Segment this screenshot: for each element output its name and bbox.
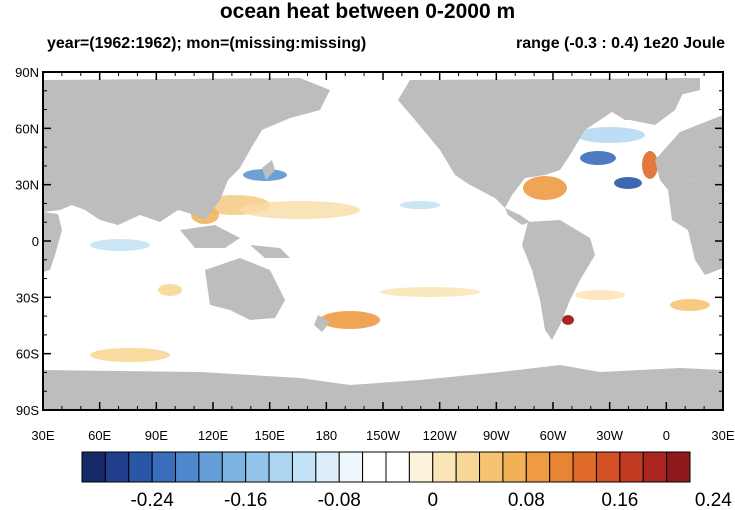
south-pacific-warm-patch [320,311,380,329]
lat-label: 30N [15,178,39,193]
lon-label: 30E [31,428,54,443]
indian-ocean-cold-patch [90,239,150,251]
eurasia [43,78,330,225]
southeast-asia [180,225,240,248]
lon-label: 120E [198,428,229,443]
lat-label: 90N [15,65,39,80]
colorbar-swatch [549,451,574,483]
indian-ocean-warm-patch [158,284,182,296]
lon-label: 60W [540,428,567,443]
lon-label: 60E [88,428,111,443]
colorbar-swatch [198,451,223,483]
falklands-hot-spot [562,315,574,325]
map-title: ocean heat between 0-2000 m [219,0,516,23]
colorbar-swatch [666,451,691,483]
africa-west [668,178,723,275]
colorbar-label: 0 [427,490,438,510]
lat-label: 90S [16,403,39,418]
colorbar-swatch [175,451,200,483]
land-masses [43,78,723,410]
colorbar-swatch [408,451,434,483]
lon-label: 90E [145,428,168,443]
colorbar-swatch [268,451,293,483]
colorbar-swatch [479,451,504,483]
colorbar-swatch [572,451,597,483]
colorbar-swatch [525,451,551,483]
colorbar-swatch [315,451,340,483]
colorbar-label: 0.16 [601,490,638,510]
lon-label: 90W [483,428,510,443]
lon-label: 150W [366,428,401,443]
japan [262,160,275,180]
africa-east [43,212,62,272]
labrador-cold-patch [575,127,645,143]
southern-ocean-warm-patch [90,348,170,362]
new-zealand [314,315,330,332]
time-subtitle: year=(1962:1962); mon=(missing:missing) [47,35,367,52]
axis-ticks: 90N 60N 30N 0 30S 60S 90S 30E 60E 90E 120E 150E 180 1… [15,65,735,443]
south-america [522,220,595,340]
central-america [505,208,530,225]
colorbar-swatch [432,451,457,483]
colorbar-swatch [104,451,130,483]
lat-label: 60N [15,121,39,136]
lat-label: 0 [32,234,39,249]
north-atlantic-warm-patch [642,151,658,179]
lat-label: 60S [16,347,39,362]
colorbar-label: -0.24 [130,490,174,510]
antarctica [43,365,723,410]
lat-label: 30S [16,290,39,305]
south-atlantic-warm-patch [575,290,625,300]
north-atlantic-cold-patch [580,151,616,165]
new-guinea [250,245,290,258]
nw-pacific-warm-patch [240,201,360,219]
colorbar-swatch [385,451,410,483]
colorbar-swatch [291,451,317,483]
south-indian-warm-patch [670,299,710,311]
colorbar-swatch [619,451,644,483]
south-pacific-band [380,287,480,297]
colorbar-swatch [128,451,153,483]
north-atlantic-cold-patch-2 [614,177,642,189]
lon-label: 150E [254,428,285,443]
colorbar-swatch [362,451,387,483]
colorbar-swatch [642,451,668,483]
lon-label: 120W [423,428,458,443]
gulf-warm-patch [523,176,567,200]
colorbar: -0.24 -0.16 -0.08 0 0.08 0.16 0.24 [81,451,732,510]
colorbar-label: 0.24 [695,490,732,510]
colorbar-label: -0.08 [318,490,361,510]
greenland [600,78,690,125]
colorbar-swatch [221,451,247,483]
colorbar-swatch [151,451,177,483]
colorbar-label: -0.16 [224,490,267,510]
colorbar-swatch [502,451,527,483]
range-subtitle: range (-0.3 : 0.4) 1e20 Joule [516,35,725,52]
colorbar-swatch [338,451,364,483]
lon-label: 30E [711,428,734,443]
lon-label: 180 [315,428,337,443]
colorbar-swatch [245,451,270,483]
colorbar-label: 0.08 [508,490,545,510]
colorbar-swatch [455,451,481,483]
colorbar-swatch [595,451,621,483]
east-pacific-cold-patch [400,201,440,209]
colorbar-swatch [81,451,106,483]
australia [205,258,285,320]
lon-label: 0 [663,428,670,443]
lon-label: 30W [596,428,623,443]
europe [655,115,723,190]
